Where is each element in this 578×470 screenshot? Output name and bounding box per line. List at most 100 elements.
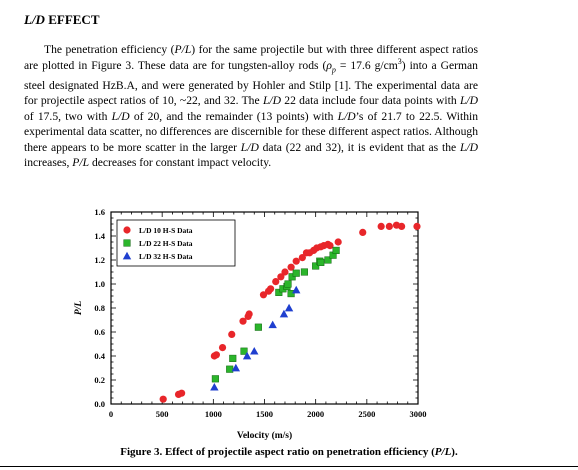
data-point-circle: [267, 285, 275, 293]
x-axis-label: Velocity (m/s): [237, 430, 292, 440]
y-tick-label: 1.4: [94, 231, 105, 241]
data-point-square: [292, 269, 300, 277]
data-point-triangle: [268, 320, 277, 329]
y-tick-label: 0.0: [94, 399, 105, 409]
y-tick-label: 1.6: [94, 207, 105, 217]
paragraph-text: decreases for constant impact velocity.: [89, 156, 272, 170]
legend-label: L/D 22 H-S Data: [139, 239, 193, 248]
data-point-square: [240, 347, 248, 355]
legend-label: L/D 32 H-S Data: [139, 252, 193, 261]
paragraph-text: The penetration efficiency (: [44, 43, 175, 56]
data-point-square: [332, 246, 340, 254]
legend-marker-square: [123, 239, 131, 247]
data-point-square: [226, 365, 234, 373]
data-point-circle: [277, 273, 285, 281]
data-point-circle: [385, 222, 393, 230]
data-point-circle: [272, 278, 280, 286]
legend-marker-circle: [123, 226, 131, 234]
paragraph-text: ) into a German steel designated HzB.A, …: [24, 58, 478, 108]
data-point-circle: [287, 263, 295, 271]
paragraph-italic: L/D: [240, 140, 259, 154]
data-point-triangle: [250, 347, 259, 355]
data-point-triangle: [242, 351, 252, 360]
paragraph-superscript: 3: [397, 56, 402, 66]
legend-box: [116, 219, 236, 267]
data-point-square: [288, 273, 296, 281]
data-point-square: [211, 375, 219, 383]
data-point-square: [317, 258, 325, 266]
data-point-triangle: [210, 383, 219, 391]
data-point-square: [324, 256, 332, 264]
data-point-square: [275, 288, 283, 296]
data-point-circle: [281, 268, 289, 276]
paragraph-italic: ρ: [326, 58, 332, 72]
data-point-square: [229, 354, 237, 362]
paragraph-text: ) for the same projectile but with three…: [24, 43, 478, 72]
page-bottom-rule: [0, 466, 578, 467]
y-tick-label: 0.8: [94, 303, 105, 313]
section-heading: L/D EFFECT: [24, 12, 100, 28]
y-tick-label: 1.2: [94, 255, 105, 265]
data-point-circle: [398, 222, 406, 230]
paragraph-text: = 17.6 g/cm: [335, 58, 398, 72]
section-heading-rest: EFFECT: [44, 12, 100, 27]
caption-italic: P/L: [434, 446, 452, 458]
caption-prefix: Figure 3. Effect of projectile aspect ra…: [120, 446, 435, 458]
paragraph-italic: P/L: [174, 43, 192, 56]
data-point-square: [287, 290, 295, 298]
y-tick-label: 1.0: [94, 279, 105, 289]
data-point-circle: [326, 242, 334, 250]
paragraph-italic: L/D: [459, 140, 478, 154]
data-point-square: [312, 262, 320, 270]
x-tick-label: 2500: [358, 409, 375, 419]
data-point-square: [284, 280, 292, 288]
figure-caption: Figure 3. Effect of projectile aspect ra…: [0, 446, 578, 458]
paragraph-text: 22 data include four data points with: [280, 94, 460, 108]
data-point-circle: [413, 222, 421, 230]
data-point-triangle: [284, 303, 294, 312]
data-point-circle: [159, 395, 167, 403]
paragraph-text: of 17.5, two with: [24, 109, 112, 123]
x-tick-label: 1500: [256, 409, 273, 419]
data-point-circle: [239, 317, 247, 325]
data-point-circle: [218, 344, 227, 352]
x-tick-label: 3000: [410, 409, 427, 419]
y-tick-label: 0.6: [94, 327, 105, 337]
section-heading-italic: L/D: [24, 12, 45, 27]
paragraph-italic: L/D: [262, 94, 281, 108]
data-point-circle: [212, 351, 221, 359]
y-tick-label: 0.2: [94, 375, 105, 385]
data-point-square: [300, 268, 308, 276]
legend-label: L/D 10 H-S Data: [139, 226, 193, 235]
x-tick-label: 2000: [307, 409, 324, 419]
paragraph-text: ’s of 21.7 to 22.5. Within experimental …: [24, 109, 479, 154]
penetration-efficiency-chart: 0 500 1000 1500 2000 2500 3000 0.0 0.2 0.4 0.6 0.8 1…: [74, 207, 427, 441]
y-axis-label: P/L: [74, 301, 84, 315]
paragraph-text: increases,: [24, 156, 73, 170]
x-tick-label: 0: [109, 409, 113, 419]
data-point-circle: [359, 228, 367, 236]
data-point-circle: [259, 291, 268, 299]
paragraph-text: data (22 and 32), it is evident that as …: [258, 140, 460, 154]
paragraph-italic: P/L: [72, 156, 90, 170]
data-point-circle: [377, 222, 385, 230]
figure-3: 0 500 1000 1500 2000 2500 3000 0.0 0.2 0.4 0.6 0.8 1…: [70, 200, 450, 441]
data-point-circle: [178, 389, 186, 397]
x-tick-label: 500: [156, 409, 169, 419]
paragraph-italic: L/D: [459, 94, 478, 108]
paragraph-text: of 20, and the remainder (13 points) wit…: [129, 109, 338, 123]
data-point-square: [254, 323, 262, 331]
legend-marker-triangle: [122, 251, 132, 260]
paragraph-subscript: p: [331, 64, 336, 74]
data-point-circle: [298, 254, 306, 262]
caption-suffix: ).: [451, 446, 458, 458]
data-point-triangle: [279, 309, 289, 318]
data-point-circle: [292, 257, 300, 265]
data-point-triangle: [292, 285, 301, 294]
body-paragraph: The penetration efficiency (P/L) for the…: [24, 42, 478, 171]
data-point-triangle: [231, 363, 241, 372]
paragraph-italic: L/D: [337, 109, 356, 123]
x-tick-label: 1000: [205, 409, 222, 419]
y-tick-label: 0.4: [94, 351, 105, 361]
data-point-circle: [245, 310, 253, 318]
